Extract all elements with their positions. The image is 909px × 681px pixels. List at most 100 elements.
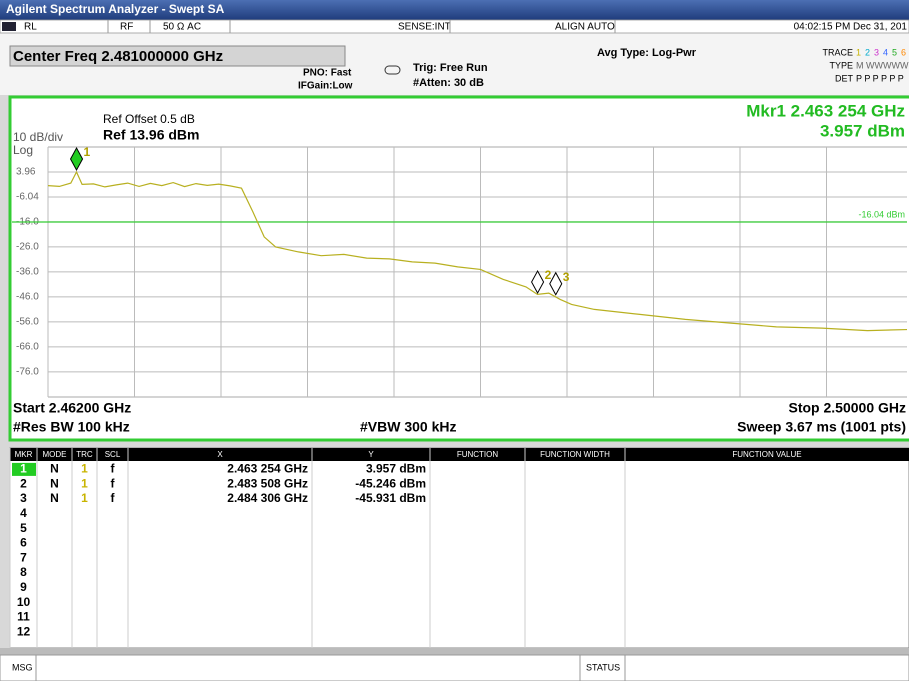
column-header: SCL [105, 450, 121, 459]
start-freq: Start 2.46200 GHz [13, 400, 131, 416]
table-cell: 1 [20, 462, 27, 476]
table-cell: N [50, 476, 59, 490]
atten: #Atten: 30 dB [413, 77, 484, 89]
trace-number: 3 [874, 47, 879, 57]
align: ALIGN AUTO [555, 22, 615, 33]
marker [531, 269, 545, 295]
clock: 04:02:15 PM Dec 31, 201 [794, 22, 908, 33]
message-bar [0, 654, 909, 681]
column-header: FUNCTION [457, 450, 499, 459]
center-freq: Center Freq 2.481000000 GHz [13, 48, 223, 65]
marker-label: 3 [563, 270, 570, 284]
table-cell: 7 [20, 550, 27, 564]
marker [69, 146, 84, 172]
msg: MSG [12, 662, 33, 672]
trig-icon [384, 65, 401, 75]
table-cell: -45.246 dBm [355, 476, 426, 490]
column-header: X [217, 450, 223, 459]
divider [0, 648, 909, 655]
rl: RL [24, 22, 37, 33]
rf: RF [120, 22, 133, 33]
column-header: Y [368, 450, 374, 459]
trace-number: 1 [856, 47, 861, 57]
y-tick-label: -6.04 [16, 192, 39, 203]
column-header: MKR [15, 450, 33, 459]
center-freq-box[interactable] [9, 45, 346, 67]
table-cell: 8 [20, 565, 27, 579]
avg-type: Avg Type: Log-Pwr [597, 47, 697, 59]
table-cell: N [50, 491, 59, 505]
marker-readout-amp: 3.957 dBm [820, 121, 905, 140]
table-cell: 3 [20, 491, 27, 505]
table-cell: N [50, 462, 59, 476]
table-cell: 2.484 306 GHz [227, 491, 308, 505]
graph-frame [8, 95, 909, 442]
type-label: TYPE [829, 60, 853, 70]
trace-number: 2 [865, 47, 870, 57]
table-cell: 2.463 254 GHz [227, 462, 308, 476]
trace-number: 6 [901, 47, 906, 57]
table-cell: 1 [81, 462, 88, 476]
table-cell: 6 [20, 536, 27, 550]
table-cell: 12 [17, 624, 31, 638]
vbw: #VBW 300 kHz [360, 419, 456, 435]
y-tick-label: -66.0 [16, 342, 39, 353]
y-tick-label: 3.96 [16, 167, 36, 178]
status: STATUS [586, 662, 620, 672]
ifgain: IFGain:Low [298, 81, 353, 92]
det-value: P P P P P P [856, 73, 904, 83]
stop-freq: Stop 2.50000 GHz [789, 400, 907, 416]
column-header: FUNCTION WIDTH [540, 450, 610, 459]
table-cell: -45.931 dBm [355, 491, 426, 505]
marker [549, 271, 563, 296]
type-value: M WWWWW [856, 60, 909, 70]
trace-number: 5 [892, 47, 897, 57]
marker-label: 2 [545, 268, 552, 282]
ref-offset: Ref Offset 0.5 dB [103, 112, 195, 126]
table-cell: 1 [81, 491, 88, 505]
table-cell: 1 [81, 476, 88, 490]
table-cell: 9 [20, 580, 27, 594]
table-cell: 11 [17, 610, 30, 624]
column-header: TRC [76, 450, 93, 459]
table-cell: 5 [20, 521, 27, 535]
scale: 10 dB/div [13, 130, 63, 144]
scale-type: Log [13, 143, 33, 157]
selected-row-cell [12, 462, 36, 476]
table-cell: 4 [20, 506, 27, 520]
title-bar [0, 0, 909, 20]
table-cell: 2 [20, 476, 27, 490]
table-cell: 3.957 dBm [366, 462, 426, 476]
det-label: DET [835, 73, 854, 83]
table-cell: f [111, 491, 116, 505]
trace-label: TRACE [822, 47, 853, 57]
y-tick-label: -46.0 [16, 292, 39, 303]
display-line-label: -16.04 dBm [858, 209, 905, 219]
trace [47, 170, 907, 332]
ref-level: Ref 13.96 dBm [103, 127, 199, 143]
table-cell: 2.483 508 GHz [227, 476, 308, 490]
table-cell: f [111, 462, 116, 476]
trace-number: 4 [883, 47, 888, 57]
window-title: Agilent Spectrum Analyzer - Swept SA [6, 2, 225, 16]
pno: PNO: Fast [303, 68, 352, 79]
table-header [10, 448, 909, 461]
trig: Trig: Free Run [413, 62, 488, 74]
sweep: Sweep 3.67 ms (1001 pts) [737, 419, 906, 435]
column-header: MODE [43, 450, 67, 459]
y-tick-label: -56.0 [16, 317, 39, 328]
marker-label: 1 [84, 145, 91, 159]
column-header: FUNCTION VALUE [732, 450, 801, 459]
table-cell: f [111, 476, 116, 490]
marker-readout-freq: Mkr1 2.463 254 GHz [746, 101, 905, 120]
lxi-logo [2, 22, 16, 31]
sense: SENSE:INT [398, 22, 451, 33]
status-row [0, 19, 909, 34]
input: 50 Ω AC [163, 22, 201, 33]
y-tick-label: -36.0 [16, 267, 39, 278]
y-tick-label: -76.0 [16, 367, 39, 378]
table-cell: 10 [17, 595, 31, 609]
rbw: #Res BW 100 kHz [13, 419, 130, 435]
y-tick-label: -26.0 [16, 242, 39, 253]
